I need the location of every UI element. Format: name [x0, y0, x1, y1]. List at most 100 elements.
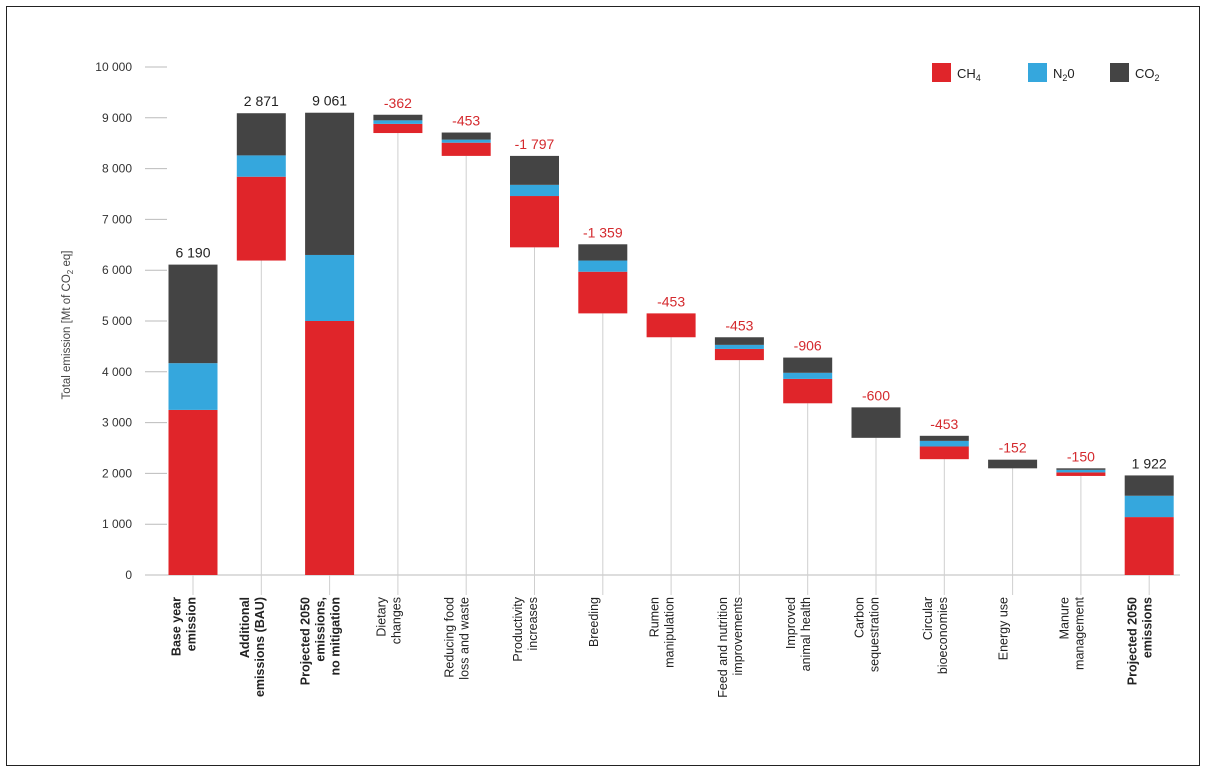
bar-segment-co2 — [510, 155, 559, 185]
bar-segment-n2o — [236, 155, 286, 177]
category-label-line: Energy use — [997, 597, 1011, 660]
y-tick-label: 7 000 — [102, 212, 132, 226]
category-label-line: Feed and nutrition — [716, 597, 730, 698]
bar-segment-ch4 — [373, 123, 423, 134]
y-tick-label: 5 000 — [102, 314, 132, 328]
y-tick-label: 9 000 — [102, 111, 132, 125]
bar-segment-co2 — [783, 357, 833, 373]
bar-segment-n2o — [578, 260, 628, 272]
bar-value-label: -453 — [930, 416, 958, 432]
bar-segment-ch4 — [646, 313, 696, 338]
category-label: Carbon sequestration — [853, 597, 882, 672]
category-label-line: Base year — [170, 597, 184, 656]
bar-segment-n2o — [714, 344, 764, 349]
bar-value-label: -1 359 — [583, 224, 623, 240]
bar-segment-ch4 — [1124, 517, 1174, 575]
y-tick-label: 4 000 — [102, 365, 132, 379]
category-label: Reducing food loss and waste — [443, 597, 472, 680]
bar-segment-co2 — [441, 132, 491, 140]
legend-swatch-n2o — [1028, 63, 1047, 82]
category-label-line: management — [1072, 596, 1086, 669]
bar-segment-co2 — [988, 459, 1038, 469]
category-label-line: Projected 2050 — [299, 597, 313, 685]
bar-segment-co2 — [168, 264, 218, 364]
bar-segment-ch4 — [783, 378, 833, 404]
bar-segment-ch4 — [305, 321, 355, 575]
bar-segment-ch4 — [1056, 472, 1106, 476]
y-tick-label: 1 000 — [102, 517, 132, 531]
category-label-line: Breeding — [587, 597, 601, 647]
category-label-line: Manure — [1057, 597, 1071, 639]
bar-value-label: -906 — [794, 338, 822, 354]
category-label-line: Carbon — [853, 597, 867, 638]
category-label-line: loss and waste — [458, 597, 472, 680]
category-label-line: improvements — [731, 597, 745, 676]
category-label-line: Rumen — [648, 597, 662, 637]
category-label: Dietary changes — [374, 596, 403, 644]
category-label: Improved animal health — [784, 597, 813, 671]
bar-segment-ch4 — [510, 196, 559, 248]
category-label-line: Projected 2050 — [1126, 597, 1140, 685]
y-tick-label: 3 000 — [102, 416, 132, 430]
y-axis-label: Total emission [Mt of CO2 eq] — [61, 251, 75, 400]
bar-value-label: -453 — [657, 293, 685, 309]
bar-segment-n2o — [783, 372, 833, 379]
category-label-line: Improved — [784, 597, 798, 649]
bar-segment-n2o — [510, 184, 559, 197]
bar-value-label: -1 797 — [515, 136, 555, 152]
category-label-line: manipulation — [663, 597, 677, 668]
waterfall-chart: 0 1 000 2 000 3 000 4 000 5 000 6 000 7 000 8 00… — [61, 60, 1180, 698]
category-label-line: emission — [185, 597, 199, 651]
y-tick-label: 2 000 — [102, 466, 132, 480]
category-label-line: no mitigation — [329, 597, 343, 675]
bar-value-label: 6 190 — [175, 245, 210, 261]
category-label-line: Dietary — [374, 596, 388, 636]
category-label: Additional emissions (BAU) — [238, 597, 267, 697]
bar-value-label: -453 — [725, 317, 753, 333]
category-label-line: increases — [526, 597, 540, 651]
legend-label-ch4: CH4 — [957, 66, 981, 83]
category-label-line: animal health — [799, 597, 813, 671]
bar-value-label: -152 — [999, 440, 1027, 456]
bar-segment-co2 — [578, 244, 628, 261]
category-label-line: Additional — [238, 597, 252, 658]
bar-segment-co2 — [305, 112, 355, 255]
bar-value-label: -600 — [862, 387, 890, 403]
category-label-line: emissions, — [314, 597, 328, 662]
legend-swatch-co2 — [1110, 63, 1129, 82]
bar-segment-ch4 — [236, 176, 286, 261]
category-label: Manure management — [1057, 596, 1086, 669]
legend-swatch-ch4 — [932, 63, 951, 82]
bar-segment-co2 — [714, 337, 764, 345]
bar-segment-n2o — [441, 139, 491, 143]
bar-segment-n2o — [305, 254, 355, 321]
bar-segment-co2 — [919, 435, 969, 441]
bar-value-label: 2 871 — [244, 93, 279, 109]
bar-segment-n2o — [168, 363, 218, 410]
legend-label-co2: CO2 — [1135, 66, 1160, 83]
y-tick-label: 6 000 — [102, 263, 132, 277]
category-label-line: sequestration — [868, 597, 882, 672]
category-label-line: emissions (BAU) — [253, 597, 267, 697]
bar-value-label: 1 922 — [1132, 455, 1167, 471]
category-label-line: changes — [389, 597, 403, 644]
bar-segment-n2o — [1124, 495, 1174, 518]
bar-segment-ch4 — [714, 348, 764, 361]
category-label-line: Productivity — [511, 596, 525, 661]
bar-segment-ch4 — [441, 142, 491, 156]
bar-value-label: -453 — [452, 113, 480, 129]
category-label-line: emissions — [1141, 597, 1155, 658]
bar-segment-n2o — [1056, 469, 1106, 473]
y-tick-label: 10 000 — [95, 60, 132, 74]
bar-segment-n2o — [373, 120, 423, 124]
category-label: Projected 2050 emissions — [1126, 597, 1155, 685]
bar-segment-n2o — [919, 440, 969, 447]
category-label: Productivity increases — [511, 596, 540, 661]
bar-segment-co2 — [373, 114, 423, 121]
bar-segment-ch4 — [168, 409, 218, 575]
bar-value-label: -150 — [1067, 448, 1095, 464]
bar-segment-co2 — [236, 113, 286, 156]
bar-segment-ch4 — [578, 271, 628, 314]
category-label-line: Circular — [921, 597, 935, 640]
bar-segment-ch4 — [919, 446, 969, 460]
